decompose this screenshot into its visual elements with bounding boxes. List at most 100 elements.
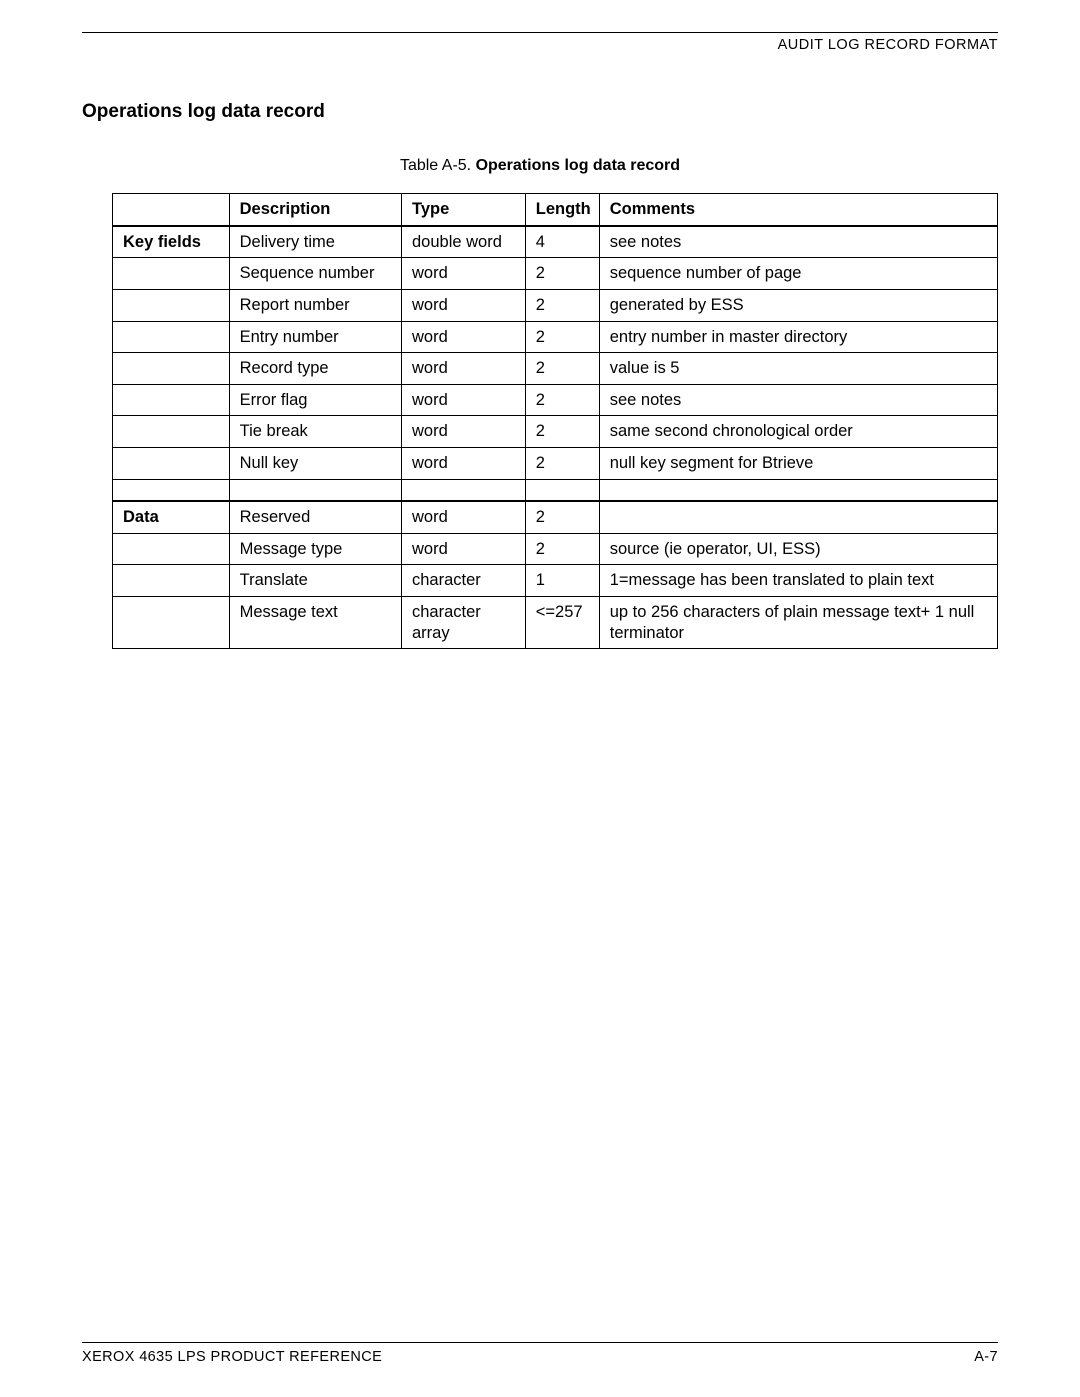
length-cell: 2	[525, 501, 599, 533]
table-row: Message textcharacter array<=257up to 25…	[113, 597, 998, 649]
description-cell: Translate	[229, 565, 401, 597]
description-cell: Tie break	[229, 416, 401, 448]
description-cell: Entry number	[229, 321, 401, 353]
length-cell: 2	[525, 321, 599, 353]
description-cell: Delivery time	[229, 226, 401, 258]
type-cell: double word	[401, 226, 525, 258]
footer-rule	[82, 1342, 998, 1343]
comments-cell	[599, 501, 997, 533]
group-cell	[113, 258, 230, 290]
type-cell: word	[401, 416, 525, 448]
comments-cell: null key segment for Btrieve	[599, 448, 997, 480]
column-header: Type	[401, 194, 525, 226]
length-cell: 2	[525, 258, 599, 290]
type-cell: word	[401, 533, 525, 565]
comments-cell: up to 256 characters of plain message te…	[599, 597, 997, 649]
spacer-cell	[599, 479, 997, 501]
length-cell: 2	[525, 533, 599, 565]
group-cell	[113, 321, 230, 353]
column-header: Description	[229, 194, 401, 226]
group-cell: Data	[113, 501, 230, 533]
description-cell: Message type	[229, 533, 401, 565]
table-row: DataReservedword2	[113, 501, 998, 533]
comments-cell: see notes	[599, 384, 997, 416]
group-cell	[113, 353, 230, 385]
table-row: Report numberword2generated by ESS	[113, 289, 998, 321]
table-row: Null keyword2null key segment for Btriev…	[113, 448, 998, 480]
group-cell	[113, 289, 230, 321]
type-cell: word	[401, 289, 525, 321]
header-rule	[82, 32, 998, 33]
length-cell: 2	[525, 384, 599, 416]
length-cell: 2	[525, 416, 599, 448]
length-cell: <=257	[525, 597, 599, 649]
group-cell	[113, 384, 230, 416]
type-cell: word	[401, 384, 525, 416]
length-cell: 2	[525, 289, 599, 321]
type-cell: word	[401, 258, 525, 290]
spacer-cell	[113, 479, 230, 501]
page-footer: XEROX 4635 LPS PRODUCT REFERENCE A-7	[82, 1342, 998, 1365]
spacer-row	[113, 479, 998, 501]
section-title: Operations log data record	[82, 101, 998, 123]
running-header: AUDIT LOG RECORD FORMAT	[82, 37, 998, 53]
group-cell	[113, 448, 230, 480]
group-cell	[113, 533, 230, 565]
spacer-cell	[525, 479, 599, 501]
data-table: DescriptionTypeLengthComments Key fields…	[112, 193, 998, 649]
description-cell: Error flag	[229, 384, 401, 416]
description-cell: Null key	[229, 448, 401, 480]
length-cell: 2	[525, 448, 599, 480]
table-row: Sequence numberword2sequence number of p…	[113, 258, 998, 290]
comments-cell: sequence number of page	[599, 258, 997, 290]
comments-cell: entry number in master directory	[599, 321, 997, 353]
type-cell: word	[401, 353, 525, 385]
table-row: Tie breakword2same second chronological …	[113, 416, 998, 448]
comments-cell: same second chronological order	[599, 416, 997, 448]
comments-cell: source (ie operator, UI, ESS)	[599, 533, 997, 565]
column-header: Comments	[599, 194, 997, 226]
type-cell: character array	[401, 597, 525, 649]
length-cell: 4	[525, 226, 599, 258]
description-cell: Record type	[229, 353, 401, 385]
column-header: Length	[525, 194, 599, 226]
comments-cell: value is 5	[599, 353, 997, 385]
group-cell	[113, 597, 230, 649]
caption-prefix: Table A-5.	[400, 157, 476, 174]
table-body: Key fieldsDelivery timedouble word4see n…	[113, 226, 998, 649]
type-cell: character	[401, 565, 525, 597]
type-cell: word	[401, 321, 525, 353]
table-row: Key fieldsDelivery timedouble word4see n…	[113, 226, 998, 258]
caption-title: Operations log data record	[476, 157, 680, 174]
description-cell: Reserved	[229, 501, 401, 533]
table-caption: Table A-5. Operations log data record	[82, 157, 998, 175]
page: AUDIT LOG RECORD FORMAT Operations log d…	[0, 0, 1080, 649]
table-row: Error flagword2see notes	[113, 384, 998, 416]
description-cell: Report number	[229, 289, 401, 321]
spacer-cell	[229, 479, 401, 501]
table-head: DescriptionTypeLengthComments	[113, 194, 998, 226]
table-wrapper: DescriptionTypeLengthComments Key fields…	[112, 193, 998, 649]
length-cell: 1	[525, 565, 599, 597]
table-row: Translatecharacter11=message has been tr…	[113, 565, 998, 597]
group-cell	[113, 565, 230, 597]
description-cell: Message text	[229, 597, 401, 649]
comments-cell: see notes	[599, 226, 997, 258]
column-header	[113, 194, 230, 226]
table-header-row: DescriptionTypeLengthComments	[113, 194, 998, 226]
table-row: Entry numberword2entry number in master …	[113, 321, 998, 353]
comments-cell: 1=message has been translated to plain t…	[599, 565, 997, 597]
length-cell: 2	[525, 353, 599, 385]
type-cell: word	[401, 448, 525, 480]
type-cell: word	[401, 501, 525, 533]
group-cell	[113, 416, 230, 448]
footer-left: XEROX 4635 LPS PRODUCT REFERENCE	[82, 1349, 382, 1365]
table-row: Message typeword2source (ie operator, UI…	[113, 533, 998, 565]
footer-row: XEROX 4635 LPS PRODUCT REFERENCE A-7	[82, 1349, 998, 1365]
description-cell: Sequence number	[229, 258, 401, 290]
comments-cell: generated by ESS	[599, 289, 997, 321]
spacer-cell	[401, 479, 525, 501]
group-cell: Key fields	[113, 226, 230, 258]
footer-right: A-7	[974, 1349, 998, 1365]
table-row: Record typeword2value is 5	[113, 353, 998, 385]
